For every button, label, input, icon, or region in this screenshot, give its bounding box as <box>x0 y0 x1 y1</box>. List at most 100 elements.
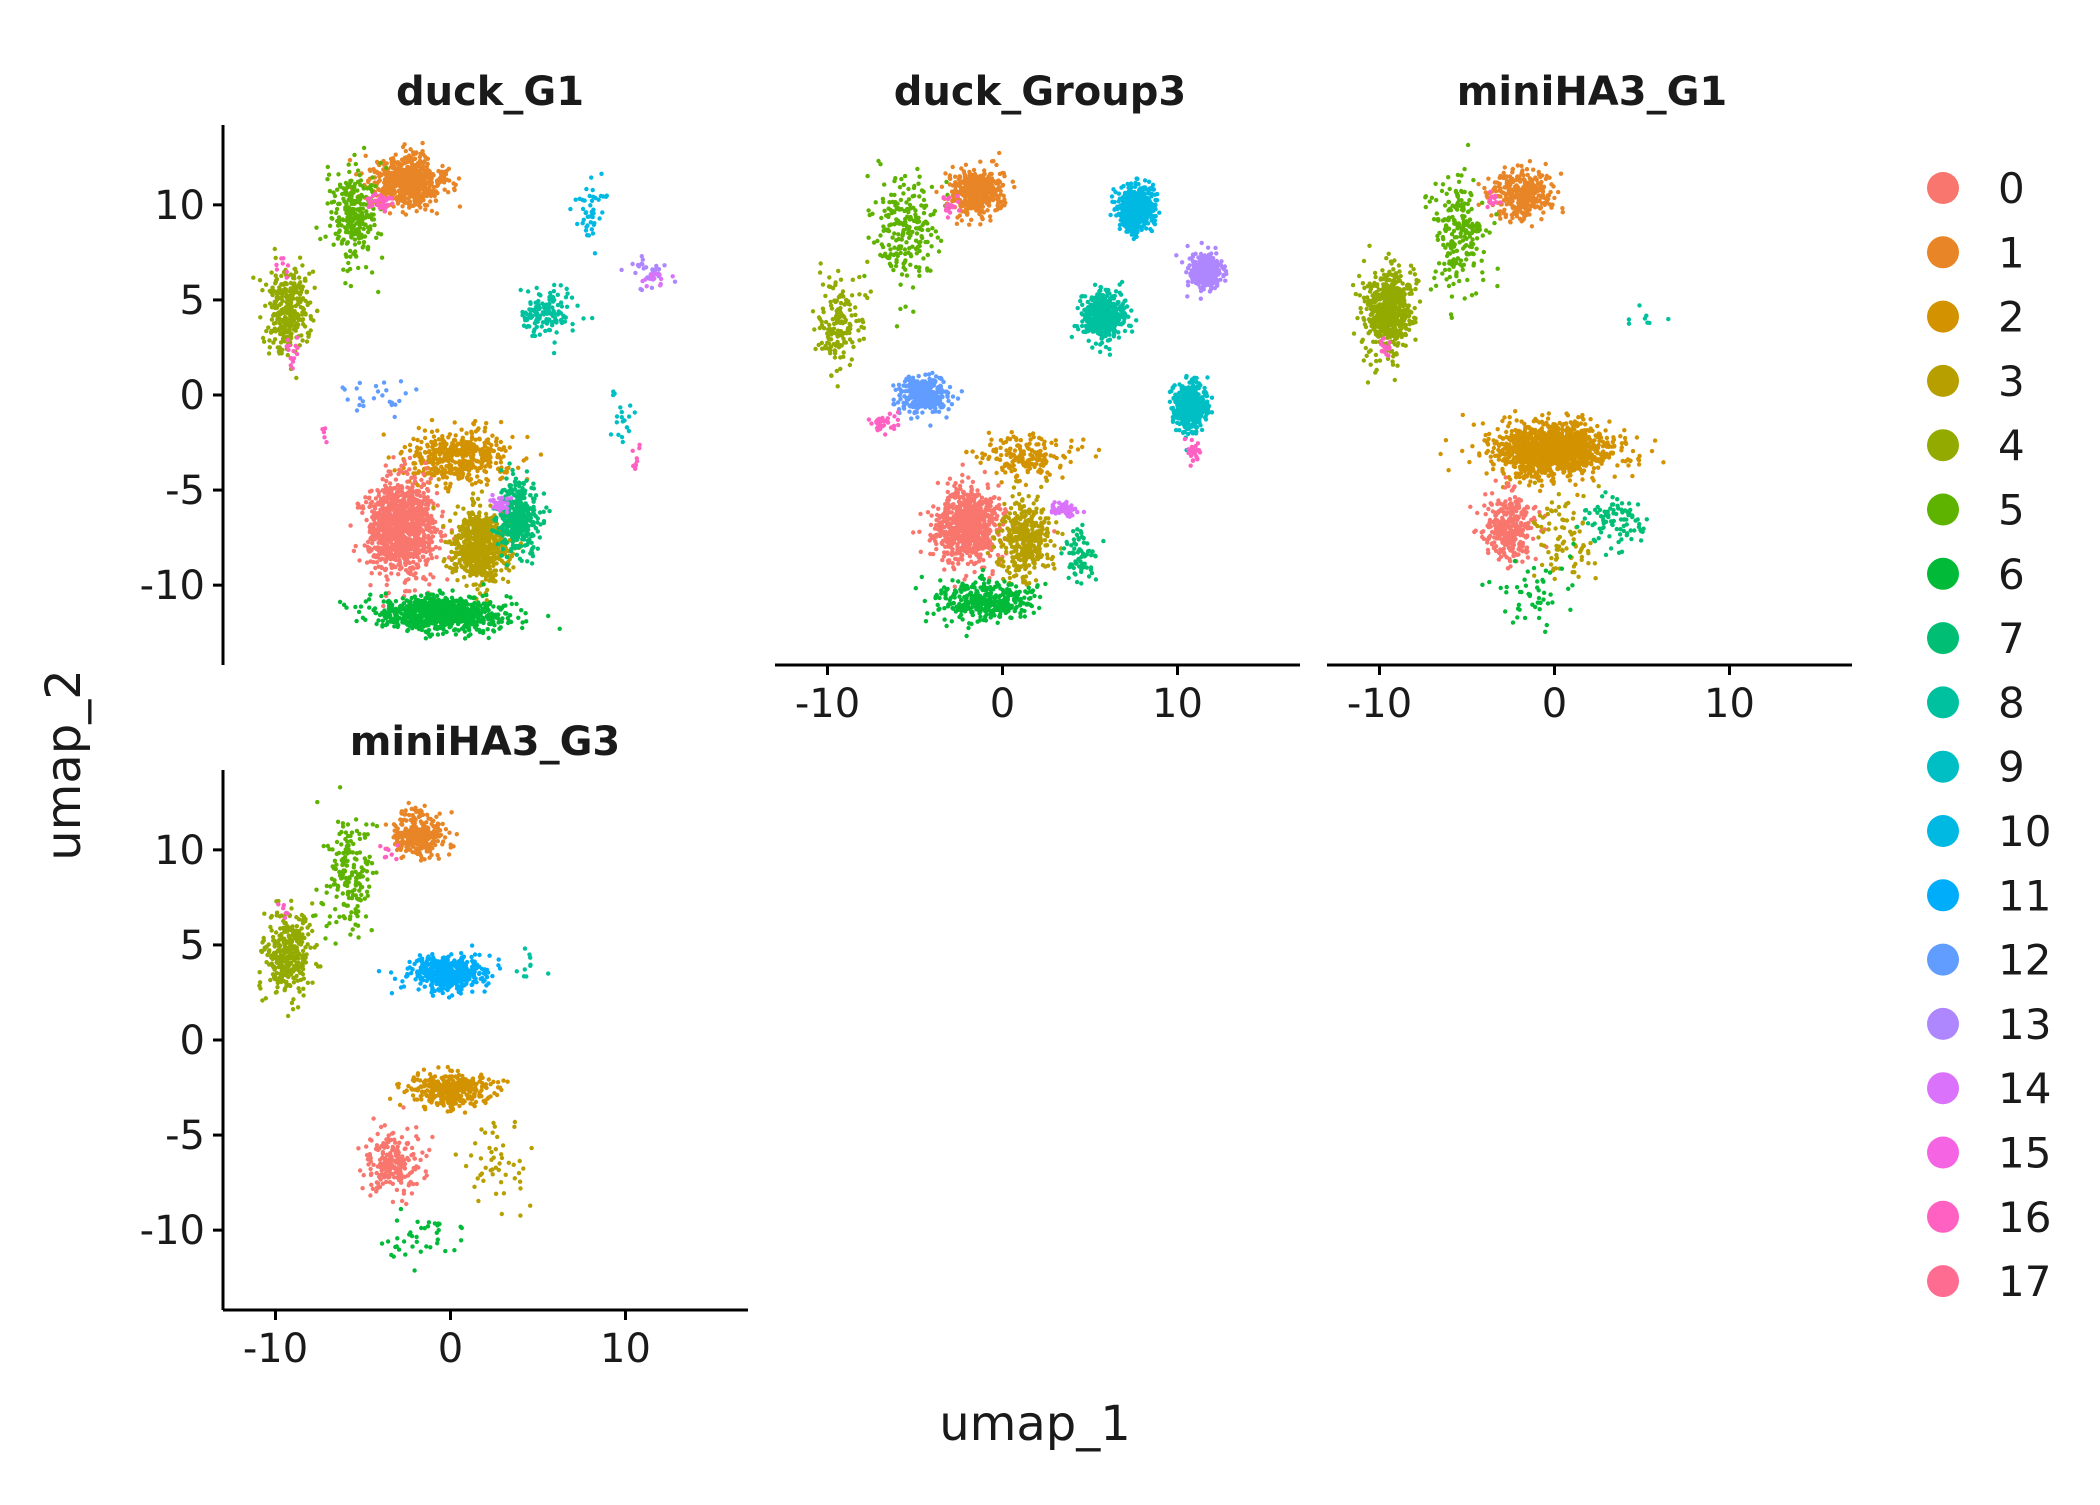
point-cluster-4 <box>290 292 295 297</box>
point-cluster-0 <box>421 575 426 580</box>
point-cluster-4 <box>306 334 311 339</box>
point-cluster-5 <box>357 214 362 220</box>
point-cluster-0 <box>428 476 433 481</box>
point-cluster-7 <box>524 478 529 483</box>
point-cluster-1 <box>386 174 391 180</box>
point-cluster-5 <box>370 175 375 180</box>
point-cluster-16 <box>284 275 289 280</box>
point-cluster-5 <box>379 255 385 260</box>
point-cluster-1 <box>425 156 431 161</box>
point-cluster-14 <box>658 283 663 288</box>
point-cluster-7 <box>503 529 508 535</box>
point-cluster-1 <box>417 182 422 187</box>
point-cluster-4 <box>274 312 279 317</box>
point-cluster-0 <box>371 554 376 559</box>
point-cluster-6 <box>434 593 440 599</box>
point-cluster-6 <box>453 632 459 637</box>
point-cluster-8 <box>543 328 548 334</box>
point-cluster-5 <box>374 235 379 240</box>
point-cluster-3 <box>484 535 489 540</box>
point-cluster-2 <box>425 442 430 447</box>
point-cluster-3 <box>456 524 462 530</box>
point-cluster-10 <box>590 231 596 236</box>
point-cluster-16 <box>290 366 295 371</box>
point-cluster-4 <box>302 278 308 283</box>
point-cluster-3 <box>500 576 506 582</box>
point-cluster-0 <box>385 473 390 479</box>
point-cluster-10 <box>588 203 593 208</box>
point-cluster-2 <box>452 420 457 425</box>
point-cluster-0 <box>409 514 414 519</box>
point-cluster-0 <box>396 522 401 527</box>
point-cluster-14 <box>670 274 675 279</box>
point-cluster-5 <box>325 201 330 206</box>
point-cluster-7 <box>515 545 521 550</box>
point-cluster-10 <box>599 171 604 176</box>
point-cluster-5 <box>341 186 346 191</box>
point-cluster-4 <box>263 303 268 308</box>
point-cluster-3 <box>479 529 484 534</box>
point-cluster-7 <box>530 533 535 538</box>
point-cluster-5 <box>336 172 341 177</box>
point-cluster-10 <box>584 186 589 192</box>
point-cluster-10 <box>585 214 590 219</box>
point-cluster-3 <box>464 583 469 588</box>
point-cluster-5 <box>348 225 353 230</box>
point-cluster-1 <box>389 165 395 170</box>
point-cluster-0 <box>399 509 404 514</box>
point-cluster-0 <box>421 481 426 487</box>
point-cluster-0 <box>397 505 402 510</box>
point-cluster-3 <box>476 569 481 574</box>
point-cluster-1 <box>421 164 426 169</box>
point-cluster-2 <box>498 439 503 445</box>
point-cluster-0 <box>425 506 430 511</box>
point-cluster-7 <box>510 539 515 545</box>
point-cluster-2 <box>419 439 424 445</box>
point-cluster-1 <box>366 178 371 183</box>
point-cluster-7 <box>494 515 499 520</box>
point-cluster-6 <box>497 626 502 631</box>
point-cluster-5 <box>353 161 358 167</box>
point-cluster-6 <box>485 627 490 632</box>
point-cluster-4 <box>290 309 295 314</box>
point-cluster-2 <box>538 452 544 457</box>
point-cluster-7 <box>515 504 521 510</box>
point-cluster-14 <box>658 276 664 282</box>
point-cluster-1 <box>434 211 440 216</box>
point-cluster-2 <box>386 455 391 460</box>
point-cluster-10 <box>573 197 578 202</box>
point-cluster-2 <box>500 446 505 452</box>
point-cluster-3 <box>456 542 461 548</box>
point-cluster-8 <box>528 301 533 306</box>
point-cluster-4 <box>260 288 265 293</box>
point-cluster-16 <box>630 448 635 453</box>
point-cluster-4 <box>275 317 280 322</box>
point-cluster-3 <box>495 555 500 560</box>
point-cluster-0 <box>407 491 413 496</box>
point-cluster-0 <box>383 483 388 488</box>
point-cluster-4 <box>267 301 273 306</box>
point-cluster-3 <box>506 579 511 584</box>
point-cluster-1 <box>436 168 441 174</box>
point-cluster-7 <box>510 522 515 528</box>
point-cluster-8 <box>550 299 556 304</box>
point-cluster-4 <box>263 282 269 287</box>
point-cluster-2 <box>430 444 435 450</box>
point-cluster-0 <box>422 545 428 550</box>
point-cluster-8 <box>570 328 575 333</box>
point-cluster-4 <box>276 349 282 354</box>
point-cluster-16 <box>387 195 392 200</box>
point-cluster-1 <box>427 186 432 192</box>
point-cluster-1 <box>456 176 462 181</box>
point-cluster-2 <box>469 441 474 446</box>
point-cluster-0 <box>407 467 412 472</box>
point-cluster-4 <box>268 330 274 335</box>
point-cluster-0 <box>367 524 372 530</box>
point-cluster-0 <box>383 567 388 573</box>
point-cluster-6 <box>514 601 519 607</box>
point-cluster-2 <box>521 458 526 463</box>
point-cluster-7 <box>524 469 530 474</box>
point-cluster-0 <box>397 567 403 572</box>
point-cluster-5 <box>360 206 365 211</box>
point-cluster-0 <box>401 526 406 531</box>
